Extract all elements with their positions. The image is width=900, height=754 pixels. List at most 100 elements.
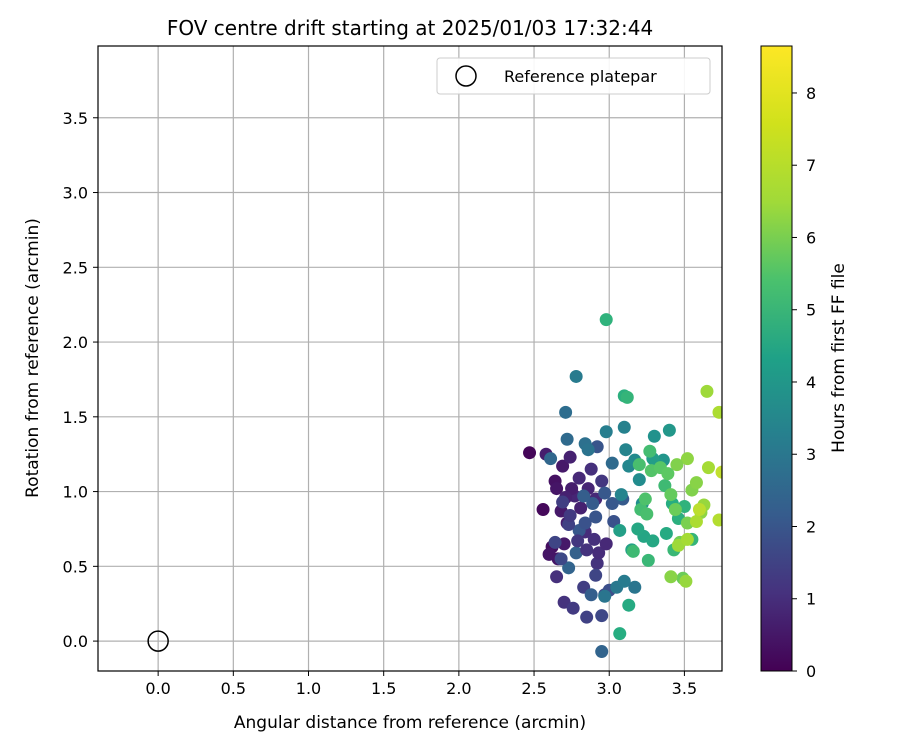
plot-frame — [97, 45, 723, 672]
data-point — [569, 369, 583, 383]
data-point — [544, 452, 558, 466]
data-point — [562, 561, 576, 575]
data-point — [571, 534, 585, 548]
grid-lines — [98, 46, 722, 671]
colorbar: 0 1 2 3 4 5 6 7 8 Hours from first FF file — [760, 45, 849, 681]
data-point — [680, 532, 694, 546]
data-point — [587, 532, 601, 546]
y-axis-label: Rotation from reference (arcmin) — [23, 218, 43, 498]
x-tick-label: 2.5 — [521, 679, 546, 698]
colorbar-tick-label: 0 — [806, 662, 816, 681]
colorbar-tick-label: 4 — [806, 373, 816, 392]
reference-marker-group — [147, 630, 169, 652]
colorbar-label: Hours from first FF file — [829, 263, 849, 453]
data-point — [613, 523, 627, 537]
data-point — [647, 429, 661, 443]
data-point — [584, 462, 598, 476]
data-point — [589, 568, 603, 582]
y-tick-label: 1.5 — [63, 408, 88, 427]
data-point — [664, 570, 678, 584]
colorbar-tick-label: 3 — [806, 445, 816, 464]
x-tick-label: 3.0 — [597, 679, 622, 698]
data-point — [643, 444, 657, 458]
y-tick-label: 2.5 — [63, 258, 88, 277]
data-point — [550, 482, 564, 496]
data-point — [613, 627, 627, 641]
legend-label: Reference platepar — [504, 67, 657, 86]
data-point — [569, 546, 583, 560]
data-point — [581, 443, 595, 457]
data-point — [628, 580, 642, 594]
data-point — [715, 465, 722, 479]
colorbar-gradient — [760, 45, 793, 672]
data-point — [638, 492, 652, 506]
data-point — [605, 456, 619, 470]
data-point — [598, 486, 612, 500]
data-point — [592, 546, 606, 560]
data-point — [680, 452, 694, 466]
data-point — [550, 570, 564, 584]
y-tick-label: 2.0 — [63, 333, 88, 352]
legend-box — [436, 57, 711, 95]
x-tick-label: 2.0 — [446, 679, 471, 698]
data-point — [577, 489, 591, 503]
data-point — [619, 443, 633, 457]
data-point — [580, 543, 594, 557]
x-tick-label: 1.0 — [296, 679, 321, 698]
data-point — [595, 609, 609, 623]
data-point — [664, 488, 678, 502]
colorbar-ticks: 0 1 2 3 4 5 6 7 8 — [792, 84, 816, 681]
chart-title: FOV centre drift starting at 2025/01/03 … — [167, 16, 653, 40]
data-point — [548, 535, 562, 549]
data-point — [580, 610, 594, 624]
data-point — [605, 497, 619, 511]
data-point — [689, 514, 703, 528]
y-tick-label: 0.5 — [63, 557, 88, 576]
data-point — [679, 574, 693, 588]
data-point — [598, 589, 612, 603]
data-point — [595, 645, 609, 659]
data-point — [640, 507, 654, 521]
data-point — [599, 425, 613, 439]
data-point — [689, 476, 703, 490]
data-point — [559, 405, 573, 419]
data-point — [662, 423, 676, 437]
data-point — [560, 432, 574, 446]
colorbar-tick-label: 1 — [806, 590, 816, 609]
data-point — [632, 473, 646, 487]
legend: Reference platepar — [436, 57, 711, 95]
data-point — [536, 503, 550, 517]
data-point — [632, 458, 646, 472]
y-tick-label: 1.0 — [63, 483, 88, 502]
data-point — [614, 488, 628, 502]
data-point — [641, 553, 655, 567]
data-point — [620, 390, 634, 404]
data-point — [700, 384, 714, 398]
data-point — [554, 552, 568, 566]
y-tick-label: 0.0 — [63, 632, 88, 651]
data-point — [622, 598, 636, 612]
data-point — [584, 588, 598, 602]
colorbar-tick-label: 5 — [806, 301, 816, 320]
data-point — [692, 503, 706, 517]
data-point — [595, 474, 609, 488]
data-point — [626, 544, 640, 558]
reference-marker — [147, 630, 169, 652]
legend-marker — [455, 65, 477, 87]
data-point — [631, 522, 645, 536]
data-point — [542, 547, 556, 561]
y-tick-label: 3.0 — [63, 184, 88, 203]
x-axis-ticks: 0.0 0.5 1.0 1.5 2.0 2.5 3.0 3.5 — [145, 671, 697, 698]
data-point — [563, 508, 577, 522]
data-point — [668, 503, 682, 517]
x-tick-label: 3.5 — [672, 679, 697, 698]
data-point — [523, 446, 537, 460]
data-point — [599, 313, 613, 327]
data-point — [586, 497, 600, 511]
data-point — [556, 495, 570, 509]
data-points — [523, 313, 722, 659]
data-point — [670, 458, 684, 472]
data-point — [556, 459, 570, 473]
data-point — [659, 526, 673, 540]
data-point — [572, 471, 586, 485]
